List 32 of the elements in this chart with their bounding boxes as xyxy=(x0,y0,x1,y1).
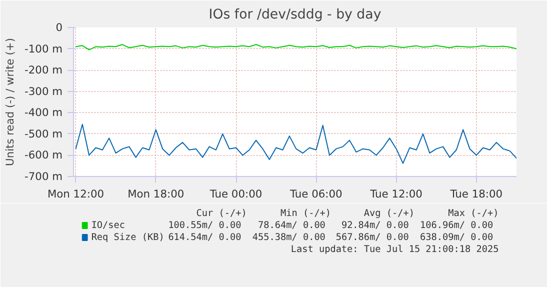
chart-title: IOs for /dev/sddg - by day xyxy=(208,8,382,22)
y-tick-label: -700 m xyxy=(24,170,62,183)
text: Last update: Tue Jul 15 21:00:18 2025 xyxy=(290,244,499,255)
text: 638.09m/ 0.00 xyxy=(420,232,494,243)
text: Max (-/+) xyxy=(448,208,499,219)
line-series xyxy=(75,124,516,164)
text: 567.86m/ 0.00 xyxy=(336,232,410,243)
text: Cur (-/+) xyxy=(196,208,247,219)
y-tick-label: -600 m xyxy=(24,148,62,162)
text: 106.96m/ 0.00 xyxy=(420,220,494,231)
text: 100.55m/ 0.00 xyxy=(168,220,242,231)
text: Avg (-/+) xyxy=(364,208,414,219)
text: 78.64m/ 0.00 xyxy=(258,220,326,231)
y-tick-label: -300 m xyxy=(24,84,62,98)
y-tick-label: -100 m xyxy=(24,42,62,56)
y-tick-label: -500 m xyxy=(24,127,62,140)
x-tick-label: Mon 12:00 xyxy=(47,188,104,200)
y-tick-label: 0 xyxy=(56,21,63,34)
x-tick-label: Mon 18:00 xyxy=(128,188,184,200)
text: 455.38m/ 0.00 xyxy=(252,232,326,243)
y-tick-label: -200 m xyxy=(24,64,62,77)
y-tick-label: -400 m xyxy=(24,106,62,120)
legend-label: Req Size (KB) xyxy=(91,232,164,243)
x-tick-label: Tue 00:00 xyxy=(208,188,262,200)
text: 614.54m/ 0.00 xyxy=(168,232,242,243)
x-tick-label: Tue 06:00 xyxy=(289,188,343,200)
text: Min (-/+) xyxy=(280,208,332,219)
y-axis-title: Units read (-) / write (+) xyxy=(4,38,17,166)
text: 92.84m/ 0.00 xyxy=(341,220,410,231)
x-tick-label: Tue 12:00 xyxy=(369,188,423,200)
x-tick-label: Tue 18:00 xyxy=(449,188,503,200)
legend-label: IO/sec xyxy=(91,220,126,231)
